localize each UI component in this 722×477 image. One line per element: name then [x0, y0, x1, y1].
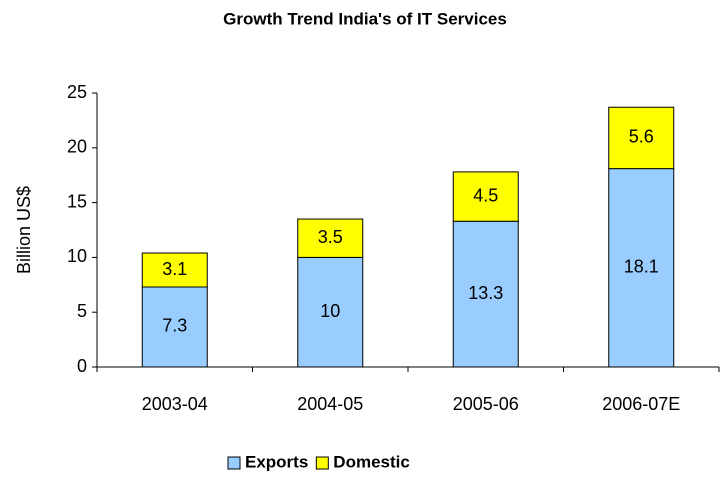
data-label: 5.6 — [629, 127, 654, 147]
bar-segment — [297, 256, 364, 368]
y-tick-label: 5 — [77, 301, 87, 321]
bar-segment — [141, 252, 208, 288]
data-label: 3.1 — [162, 259, 187, 279]
y-tick-label: 25 — [67, 82, 87, 102]
legend-swatch — [315, 456, 329, 470]
bar-segment — [608, 106, 675, 170]
data-label: 7.3 — [162, 316, 187, 336]
x-tick-label: 2003-04 — [142, 394, 208, 414]
data-label: 10 — [320, 301, 340, 321]
legend-label: Exports — [245, 452, 308, 471]
x-tick-label: 2004-05 — [297, 394, 363, 414]
y-tick-label: 15 — [67, 191, 87, 211]
x-tick-label: 2005-06 — [453, 394, 519, 414]
x-tick-label: 2006-07E — [602, 394, 680, 414]
bar-segment — [608, 168, 675, 368]
bar-segment — [452, 171, 519, 222]
bar-segment — [452, 220, 519, 368]
legend-swatch — [227, 456, 241, 470]
chart-title: Growth Trend India's of IT Services — [223, 9, 507, 28]
bar-segment — [297, 218, 364, 258]
legend-label: Domestic — [333, 452, 410, 471]
y-tick-label: 10 — [67, 246, 87, 266]
data-label: 13.3 — [468, 283, 503, 303]
bar-segment — [141, 286, 208, 368]
data-label: 3.5 — [318, 227, 343, 247]
data-label: 18.1 — [624, 257, 659, 277]
y-tick-label: 20 — [67, 137, 87, 157]
y-axis-label: Billion US$ — [14, 186, 34, 274]
data-label: 4.5 — [473, 185, 498, 205]
y-tick-label: 0 — [77, 356, 87, 376]
